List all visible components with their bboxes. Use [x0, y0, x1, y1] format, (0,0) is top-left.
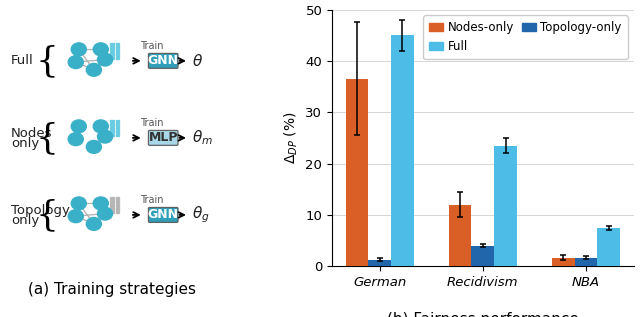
Circle shape: [93, 120, 108, 133]
Bar: [116, 46, 119, 49]
Circle shape: [68, 210, 83, 223]
Bar: [116, 208, 119, 210]
Text: $\theta_m$: $\theta_m$: [192, 129, 213, 147]
Text: $\theta_g$: $\theta_g$: [192, 205, 209, 225]
Bar: [111, 204, 114, 206]
Circle shape: [97, 53, 113, 66]
Bar: [116, 200, 119, 203]
Circle shape: [68, 56, 83, 68]
Bar: [597, 228, 620, 266]
Bar: [111, 197, 114, 199]
Text: MLP: MLP: [148, 131, 178, 145]
Circle shape: [71, 197, 86, 210]
Bar: [111, 54, 114, 56]
Text: (b) Fairness performance: (b) Fairness performance: [387, 313, 579, 317]
Text: $\theta$: $\theta$: [192, 53, 203, 69]
Bar: [111, 208, 114, 210]
Bar: [116, 127, 119, 129]
Bar: [111, 211, 114, 213]
Bar: [116, 123, 119, 126]
Bar: [111, 50, 114, 52]
Text: (a) Training strategies: (a) Training strategies: [28, 282, 196, 297]
Text: Full: Full: [11, 54, 34, 68]
Bar: [369, 260, 391, 266]
Text: Train: Train: [140, 195, 163, 205]
FancyBboxPatch shape: [148, 54, 178, 68]
Text: {: {: [36, 121, 59, 155]
Circle shape: [97, 207, 113, 220]
Text: only: only: [11, 137, 39, 150]
Bar: [111, 57, 114, 59]
Text: Nodes: Nodes: [11, 127, 52, 140]
Text: Train: Train: [140, 118, 163, 128]
Bar: [346, 79, 369, 266]
Legend: Nodes-only, Full, Topology-only: Nodes-only, Full, Topology-only: [423, 16, 628, 59]
Bar: [552, 257, 575, 266]
Circle shape: [71, 43, 86, 56]
Bar: [116, 50, 119, 52]
Circle shape: [71, 120, 86, 133]
Bar: [111, 42, 114, 45]
Bar: [116, 197, 119, 199]
Bar: [116, 120, 119, 122]
Bar: [472, 246, 494, 266]
Bar: [116, 131, 119, 133]
Text: {: {: [36, 198, 59, 232]
Circle shape: [86, 217, 101, 230]
Circle shape: [97, 130, 113, 143]
Text: {: {: [36, 44, 59, 78]
Bar: [391, 35, 414, 266]
Bar: [111, 127, 114, 129]
FancyBboxPatch shape: [148, 131, 178, 145]
Bar: [116, 134, 119, 136]
Bar: [111, 200, 114, 203]
Y-axis label: $\Delta_{DP}$ (%): $\Delta_{DP}$ (%): [282, 112, 300, 164]
Bar: [111, 134, 114, 136]
Bar: [494, 146, 517, 266]
Circle shape: [86, 140, 101, 153]
Bar: [116, 42, 119, 45]
Bar: [116, 211, 119, 213]
Text: Train: Train: [140, 41, 163, 51]
Text: Topology: Topology: [11, 204, 70, 217]
Circle shape: [86, 63, 101, 76]
Bar: [116, 57, 119, 59]
Bar: [116, 204, 119, 206]
Circle shape: [93, 197, 108, 210]
Bar: [449, 205, 472, 266]
Bar: [111, 120, 114, 122]
FancyBboxPatch shape: [148, 208, 178, 222]
Circle shape: [93, 43, 108, 56]
Bar: [111, 46, 114, 49]
Bar: [116, 54, 119, 56]
Circle shape: [68, 133, 83, 146]
Bar: [111, 131, 114, 133]
Text: GNN: GNN: [148, 54, 179, 68]
Text: GNN: GNN: [148, 208, 179, 222]
Bar: [111, 123, 114, 126]
Bar: [575, 257, 597, 266]
Text: only: only: [11, 214, 39, 227]
